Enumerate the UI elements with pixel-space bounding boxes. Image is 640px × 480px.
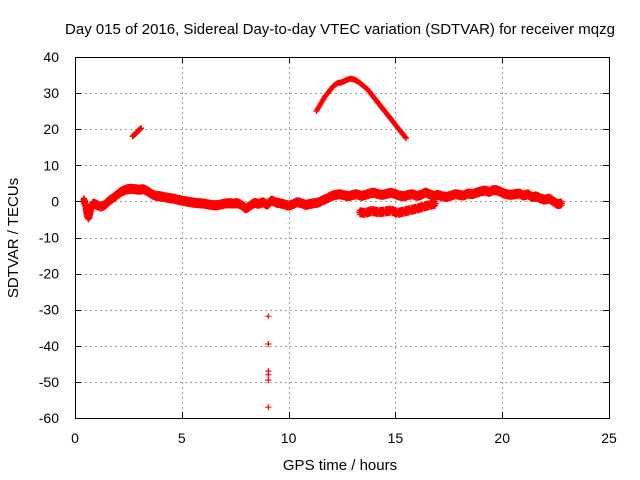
y-tick-label: 40 (43, 49, 59, 65)
x-tick-label: 15 (388, 430, 404, 446)
y-tick-label: -30 (39, 302, 59, 318)
data-point (432, 200, 439, 207)
x-tick-label: 20 (494, 430, 510, 446)
y-tick-label: -20 (39, 266, 59, 282)
series-outliers (265, 313, 272, 411)
series-main-track (80, 183, 566, 223)
data-point (265, 371, 272, 378)
series-short-segment (129, 125, 145, 140)
y-tick-label: -40 (39, 338, 59, 354)
y-axis-title: SDTVAR / TECUs (5, 178, 22, 298)
x-tick-label: 10 (281, 430, 297, 446)
x-tick-label: 0 (71, 430, 79, 446)
grid-lines (75, 57, 609, 418)
chart-title: Day 015 of 2016, Sidereal Day-to-day VTE… (65, 21, 615, 38)
y-tick-label: -50 (39, 374, 59, 390)
data-points (80, 75, 566, 411)
data-point (265, 404, 272, 411)
x-axis-title: GPS time / hours (283, 457, 397, 474)
y-tick-label: -60 (39, 410, 59, 426)
y-tick-label: -10 (39, 230, 59, 246)
data-point (403, 135, 410, 142)
axis-tick-labels: 0 5 10 15 20 25 -60 -50 -40 -30 -20 -10 0 10 20 30 40 (39, 49, 617, 446)
y-tick-label: 10 (43, 157, 59, 173)
data-point (265, 340, 272, 347)
data-point (402, 134, 409, 141)
data-point (138, 125, 145, 132)
y-tick-label: 20 (43, 121, 59, 137)
axis-ticks (75, 57, 610, 419)
series-secondary-track (356, 198, 439, 218)
series-arc-track (313, 75, 410, 142)
data-point (265, 377, 272, 384)
data-point (265, 313, 272, 320)
data-point (559, 200, 566, 207)
y-tick-label: 30 (43, 85, 59, 101)
x-tick-label: 25 (601, 430, 617, 446)
y-tick-label: 0 (51, 193, 59, 209)
x-tick-label: 5 (178, 430, 186, 446)
